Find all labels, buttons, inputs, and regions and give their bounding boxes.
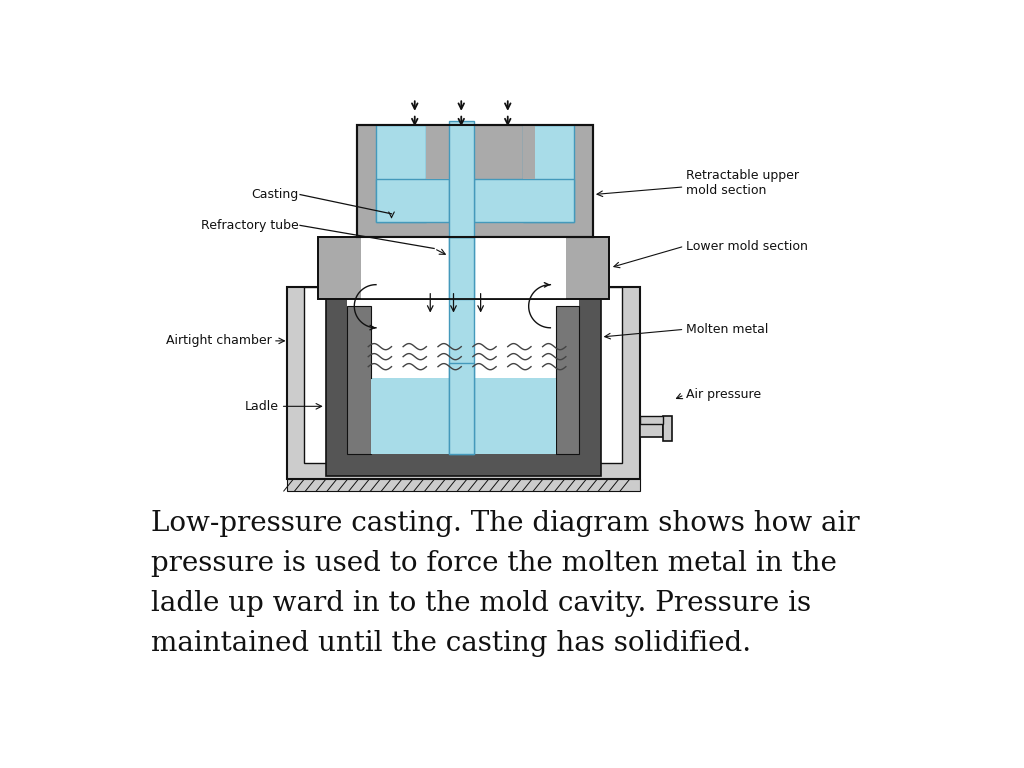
Bar: [449, 237, 474, 454]
Text: Retractable upper
mold section: Retractable upper mold section: [686, 169, 799, 197]
Bar: [371, 379, 556, 454]
Bar: [347, 378, 579, 454]
Text: Air pressure: Air pressure: [686, 389, 761, 401]
Bar: [556, 306, 579, 454]
Bar: [449, 121, 474, 237]
Bar: [317, 237, 608, 299]
Text: ladle up ward in to the mold cavity. Pressure is: ladle up ward in to the mold cavity. Pre…: [152, 591, 811, 617]
Bar: [449, 179, 474, 221]
Bar: [356, 125, 593, 237]
Bar: [287, 287, 640, 479]
Bar: [426, 125, 458, 179]
Bar: [449, 362, 474, 454]
Bar: [640, 416, 663, 424]
Bar: [640, 420, 663, 437]
Text: pressure is used to force the molten metal in the: pressure is used to force the molten met…: [152, 551, 838, 578]
Text: maintained until the casting has solidified.: maintained until the casting has solidif…: [152, 631, 752, 657]
Bar: [360, 237, 566, 299]
Bar: [317, 237, 608, 299]
Bar: [523, 125, 535, 179]
Text: Low-pressure casting. The diagram shows how air: Low-pressure casting. The diagram shows …: [152, 510, 860, 538]
Bar: [663, 416, 672, 441]
Text: Refractory tube: Refractory tube: [201, 219, 299, 232]
Bar: [287, 479, 640, 491]
Bar: [347, 306, 371, 454]
Bar: [304, 287, 623, 462]
Text: Ladle: Ladle: [245, 400, 280, 413]
Text: Lower mold section: Lower mold section: [686, 240, 808, 253]
Bar: [523, 125, 573, 221]
Bar: [356, 125, 593, 237]
Bar: [449, 237, 474, 299]
Bar: [326, 299, 601, 475]
Bar: [376, 179, 573, 221]
Text: Airtight chamber: Airtight chamber: [166, 334, 271, 347]
Bar: [376, 125, 426, 221]
Text: Molten metal: Molten metal: [686, 323, 768, 336]
Text: Casting: Casting: [251, 188, 299, 201]
Bar: [347, 299, 579, 454]
